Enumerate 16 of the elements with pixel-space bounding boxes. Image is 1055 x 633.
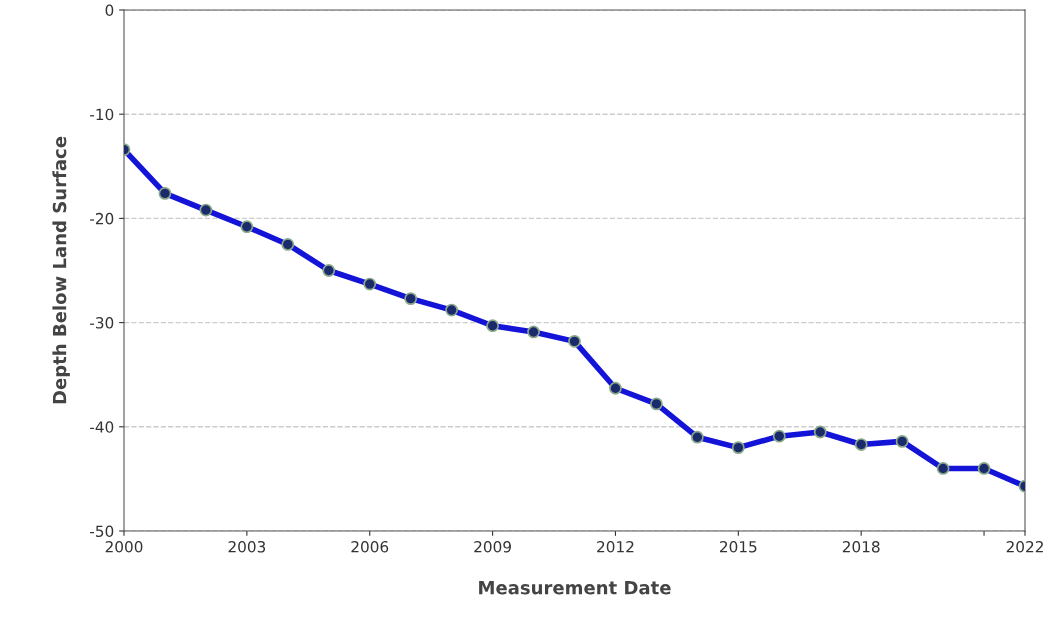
x-tick-label: 2000: [105, 540, 143, 553]
x-tick-label: 2015: [720, 540, 757, 553]
y-tick-label: -20: [90, 212, 114, 225]
x-tick-label: 2009: [474, 540, 511, 553]
y-tick-label: -30: [90, 317, 114, 329]
y-tick-label: 0: [105, 4, 114, 17]
y-tick-label: -10: [90, 108, 114, 121]
x-tick-label: 2022: [1006, 540, 1043, 553]
x-tick-label: 2006: [351, 540, 389, 553]
x-tick-label: 2012: [597, 540, 634, 553]
x-axis-title: Measurement Date: [479, 581, 671, 595]
x-tick-label: 2003: [228, 540, 266, 553]
y-tick-label: -50: [90, 525, 114, 538]
y-tick-label: -40: [90, 421, 114, 433]
y-axis-title: Depth Below Land Surface: [52, 136, 70, 404]
x-tick-label: 2018: [842, 540, 880, 553]
